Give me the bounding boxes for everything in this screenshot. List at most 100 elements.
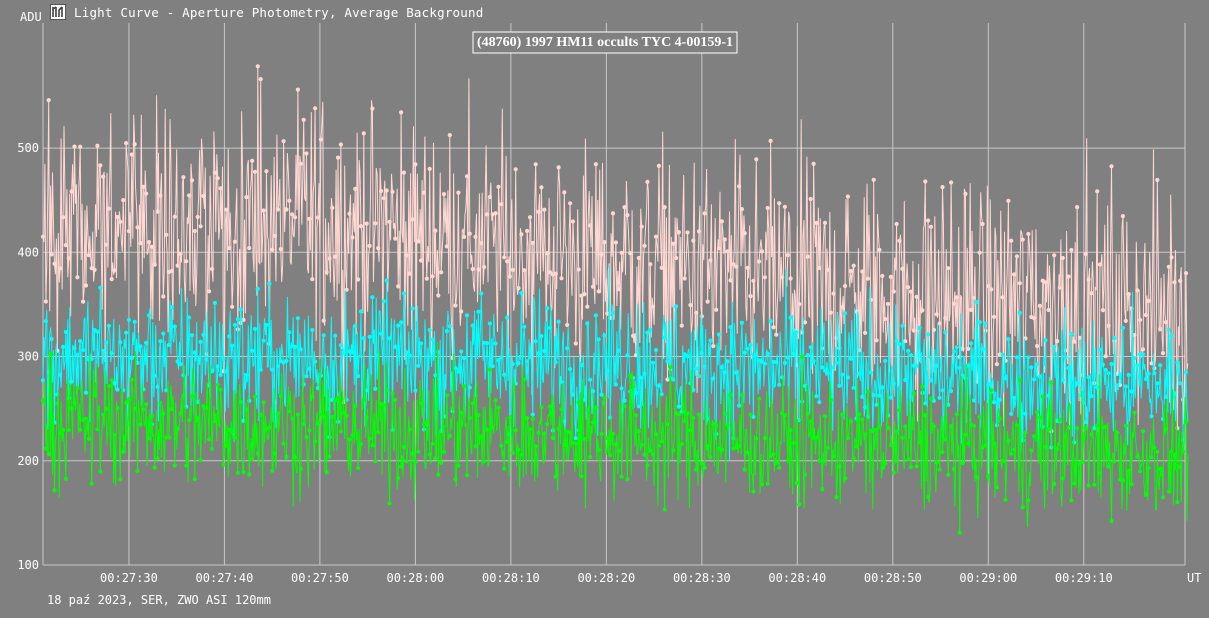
data-point [983,321,988,326]
x-tick-label: 00:29:10 [1055,571,1113,585]
data-point [315,386,321,391]
data-point [230,429,235,434]
data-point [550,435,556,441]
data-point [599,392,604,397]
data-point [141,407,146,412]
data-point [89,356,94,361]
data-point [264,322,269,328]
data-point [103,340,109,345]
data-point [1106,323,1111,328]
data-point [943,316,948,321]
data-point [430,441,435,446]
data-point [344,413,349,418]
data-point [462,356,467,361]
data-point [951,466,957,471]
data-point [255,286,260,291]
data-point [1057,285,1062,290]
footer-caption: 18 paź 2023, SER, ZWO ASI 120mm [47,593,271,607]
data-point [576,267,581,272]
data-point [98,469,103,474]
data-point [780,275,785,280]
data-point [255,64,260,69]
data-point [737,444,742,449]
data-point [923,412,928,418]
data-point [129,377,134,383]
x-tick-label: 00:29:00 [959,571,1017,585]
data-point [444,393,449,398]
data-point [610,211,616,216]
data-point [66,256,71,261]
data-point [1120,214,1125,219]
data-point [456,190,461,195]
data-point [668,365,673,370]
data-point [58,372,63,377]
data-point [473,444,478,449]
data-point [542,348,547,354]
data-point [184,259,189,264]
data-point [625,213,630,218]
data-point [401,170,406,175]
data-point [570,219,576,224]
data-point [83,416,89,421]
data-point [1026,498,1031,503]
data-point [1020,438,1025,443]
data-point [771,452,776,457]
data-point [562,443,567,448]
x-tick-label: 00:28:00 [386,571,444,585]
data-point [1037,415,1042,420]
data-point [633,413,639,418]
data-point [894,221,899,227]
app-logo-icon[interactable] [50,4,66,20]
data-point [413,388,418,393]
data-point [92,393,97,398]
data-point [404,253,409,258]
data-point [439,460,444,466]
data-point [593,405,599,410]
data-point [1089,291,1094,296]
data-point [46,452,51,457]
data-point [1012,272,1017,277]
data-point [1140,429,1146,434]
data-point [72,144,77,149]
data-point [513,428,518,433]
data-point [610,310,616,315]
data-point [370,295,375,300]
data-point [1089,432,1094,437]
data-point [1123,384,1128,389]
data-point [920,384,925,389]
data-point [1009,411,1014,416]
data-point [771,325,776,330]
data-point [381,403,386,408]
data-point [1178,278,1183,283]
data-point [590,420,596,425]
data-point [602,395,607,400]
data-point [565,346,570,351]
data-point [860,417,865,422]
data-point [373,221,378,226]
data-point [1092,482,1097,487]
data-point [373,386,378,391]
data-point [868,370,874,375]
data-point [834,495,839,500]
data-point [479,434,484,439]
data-point [1120,478,1125,483]
data-point [258,367,263,372]
data-point [1178,381,1183,386]
data-point [367,436,372,441]
data-point [596,447,601,452]
data-point [573,341,578,346]
data-point [487,194,492,200]
data-point [413,162,418,167]
data-point [264,169,269,174]
data-point [1017,377,1022,382]
data-point [691,415,696,420]
data-point [267,281,272,286]
data-point [971,423,977,429]
data-point [633,390,639,395]
data-point [863,330,868,335]
data-point [971,398,977,403]
data-point [691,387,696,393]
data-point [642,452,647,457]
data-point [1160,351,1166,356]
data-point [195,214,200,220]
